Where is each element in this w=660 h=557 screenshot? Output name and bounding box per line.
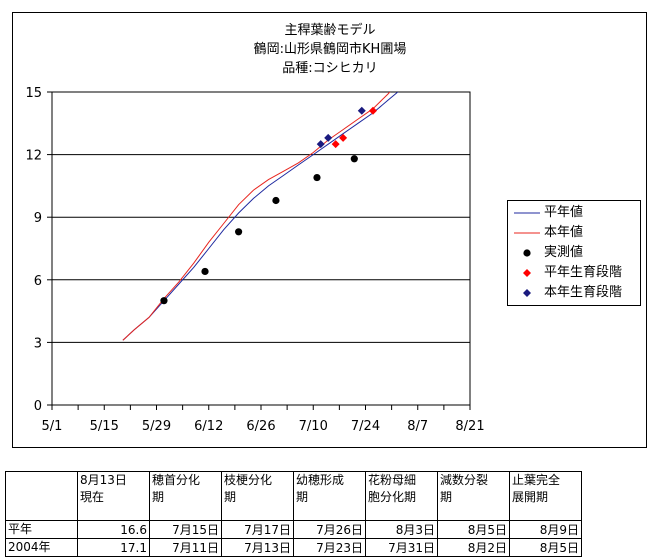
- plot-series-group: [122, 92, 399, 341]
- series-line: [122, 92, 399, 341]
- table-header-cell: 枝梗分化期: [221, 471, 294, 521]
- table-cell: 7月13日: [221, 538, 294, 557]
- table-row-label: 2004年: [5, 538, 78, 557]
- chart-title-line-2: 鶴岡:山形県鶴岡市KH圃場: [253, 42, 407, 57]
- y-tick-label: 12: [25, 149, 42, 164]
- table-cell: 7月17日: [221, 520, 294, 539]
- data-point-stage: [368, 106, 377, 115]
- legend-line-blue: [514, 212, 540, 214]
- table-header-cell: 穂首分化期: [149, 471, 222, 521]
- legend-label: 本年生育段階: [544, 285, 623, 300]
- table-row: 平年 16.6 7月15日 7月17日 7月26日 8月3日 8月5日 8月9日: [5, 520, 582, 539]
- table-header-cell: 幼穂形成期: [293, 471, 366, 521]
- data-point-measured: [313, 173, 321, 182]
- x-tick-label: 8/21: [455, 419, 484, 434]
- y-tick-label: 6: [34, 274, 42, 289]
- table-row: 2004年 17.1 7月11日 7月13日 7月23日 7月31日 8月2日 …: [5, 538, 582, 557]
- table-cell: 8月9日: [509, 520, 582, 539]
- chart-legend: 平年値 本年値 実測値 平年生育段階 本年生育段階: [507, 200, 641, 306]
- data-point-measured: [272, 196, 280, 205]
- table-cell: 8月3日: [365, 520, 438, 539]
- legend-label: 平年値: [544, 205, 584, 220]
- table-cell: 7月31日: [365, 538, 438, 557]
- data-point-measured: [350, 155, 358, 163]
- table-header-cell: 止葉完全 展開期: [509, 471, 582, 521]
- growth-stage-table: 8月13日 現在 穂首分化期 枝梗分化期 幼穂形成期 花粉母細 胞分化期 減数分裂期…: [5, 471, 582, 557]
- chart-title-line-1: 主稈葉齢モデル: [284, 23, 376, 38]
- legend-line-red: [514, 232, 540, 234]
- data-point-stage: [324, 133, 333, 142]
- table-header-cell: 減数分裂期: [437, 471, 510, 521]
- table-cell: 7月11日: [149, 538, 222, 557]
- plot-border: [51, 91, 471, 406]
- data-point-measured: [160, 297, 168, 305]
- table-cell: 7月26日: [293, 520, 366, 539]
- table-cell: 8月5日: [509, 538, 582, 557]
- data-point-measured: [235, 228, 243, 236]
- table-header-cell: 花粉母細 胞分化期: [365, 471, 438, 521]
- table-cell: 17.1: [77, 538, 150, 557]
- table-header-cell: 8月13日 現在: [77, 471, 150, 521]
- series-line: [122, 92, 391, 341]
- legend-circle-marker: [523, 249, 531, 257]
- table-cell: 8月5日: [437, 520, 510, 539]
- legend-label: 平年生育段階: [544, 265, 623, 280]
- data-point-stage: [331, 140, 340, 149]
- x-tick-label: 7/24: [351, 419, 380, 434]
- table-header-row: 8月13日 現在 穂首分化期 枝梗分化期 幼穂形成期 花粉母細 胞分化期 減数分裂期…: [5, 471, 582, 521]
- x-tick-label: 5/29: [142, 419, 171, 434]
- table-row-label: 平年: [5, 520, 78, 539]
- data-point-stage: [339, 133, 348, 142]
- legend-label: 本年値: [544, 225, 584, 240]
- table-cell: 7月15日: [149, 520, 222, 539]
- x-tick-label: 5/15: [90, 419, 119, 434]
- y-tick-label: 3: [34, 336, 42, 351]
- x-tick-label: 6/12: [194, 419, 223, 434]
- table-cell: 16.6: [77, 520, 150, 539]
- line-chart: 0 3 6 9 12 15 5/1 5/15 5/29 6/12 6/26 7/10 7/24 8/7 8/…: [25, 86, 484, 434]
- chart-title-line-3: 品種:コシヒカリ: [282, 61, 378, 76]
- legend-red-diamond-marker: [523, 269, 531, 277]
- y-tick-label: 9: [34, 211, 42, 226]
- x-tick-label: 7/10: [299, 419, 328, 434]
- y-tick-label: 0: [34, 399, 42, 414]
- table-cell: 7月23日: [293, 538, 366, 557]
- x-tick-label: 5/1: [42, 419, 63, 434]
- table-cell: 8月2日: [437, 538, 510, 557]
- x-tick-label: 6/26: [246, 419, 275, 434]
- data-point-stage: [316, 140, 325, 149]
- data-point-stage: [357, 106, 366, 115]
- x-tick-label: 8/7: [407, 419, 428, 434]
- y-tick-label: 15: [25, 86, 42, 101]
- table-header-cell: [5, 471, 78, 521]
- data-point-measured: [201, 267, 209, 276]
- legend-label: 実測値: [544, 245, 584, 260]
- legend-blue-diamond-marker: [523, 289, 531, 297]
